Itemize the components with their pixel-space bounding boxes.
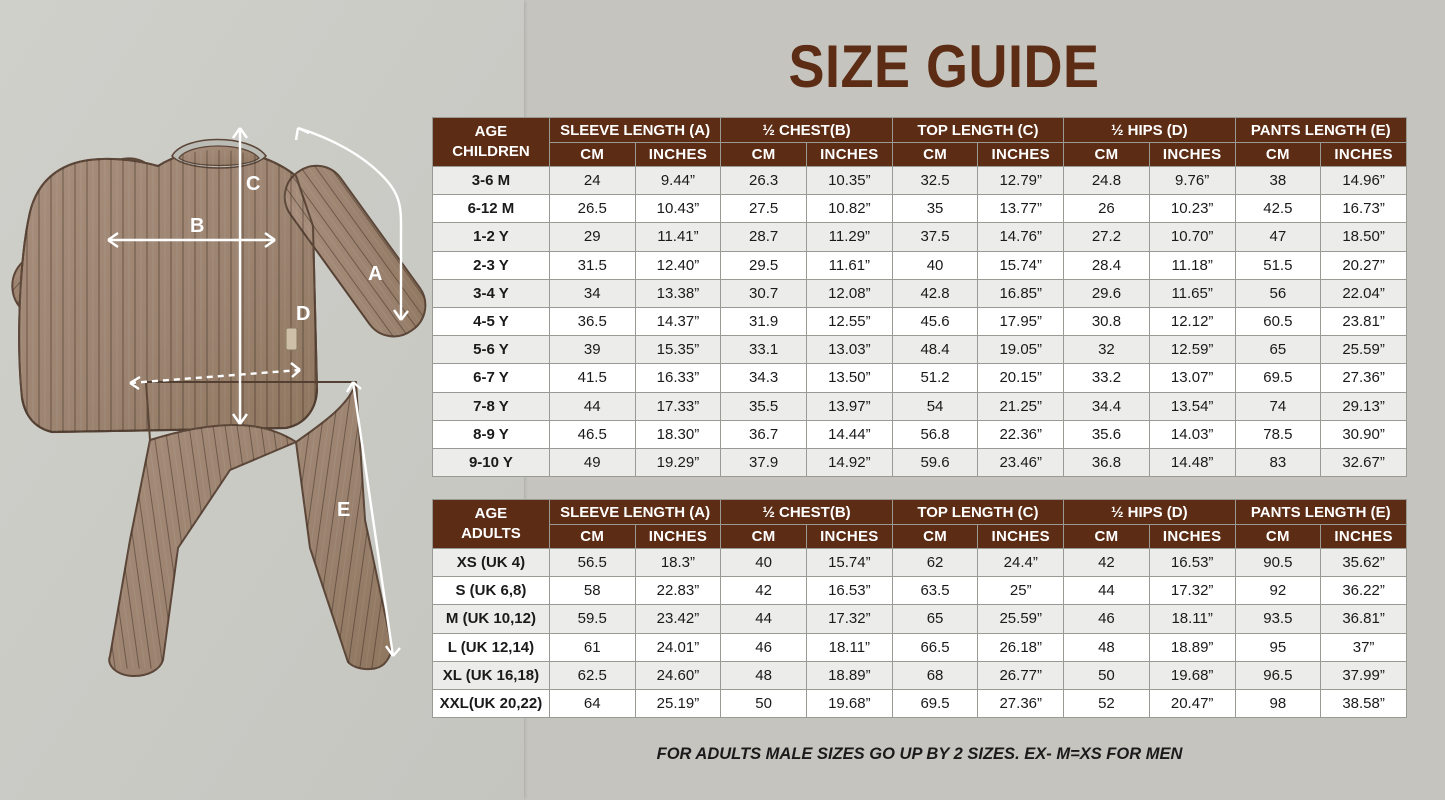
svg-text:A: A [368, 263, 382, 285]
svg-text:B: B [190, 215, 204, 237]
svg-text:D: D [296, 303, 310, 325]
svg-text:E: E [337, 499, 350, 521]
svg-text:C: C [246, 173, 260, 195]
